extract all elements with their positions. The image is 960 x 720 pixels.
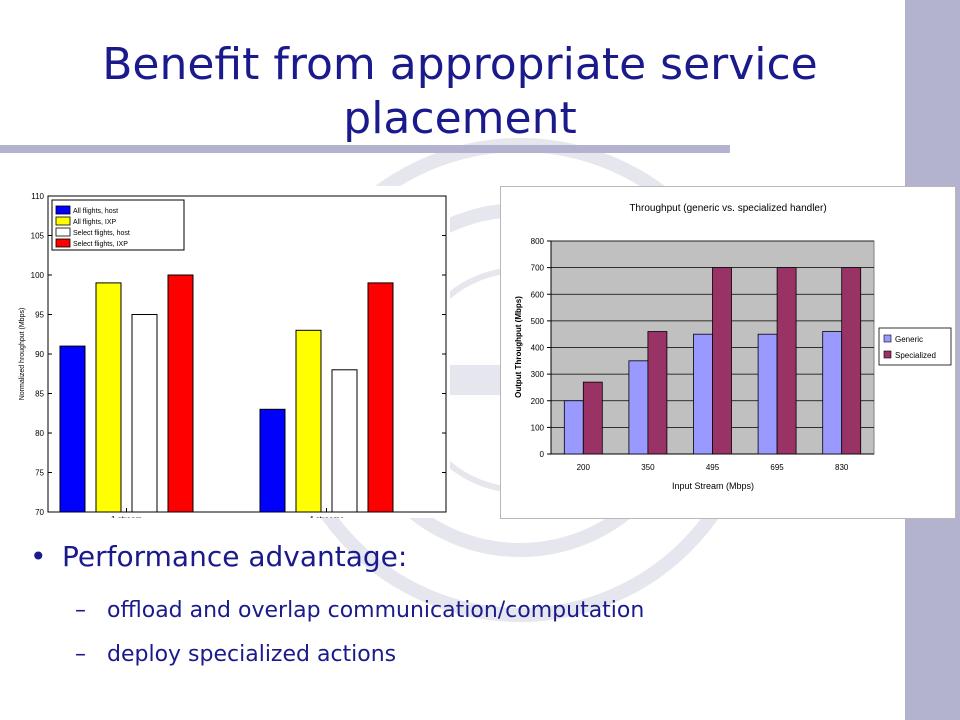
- y-tick-label: 0: [540, 450, 545, 459]
- x-tick-label: 1 stream: [111, 515, 142, 518]
- legend-swatch: [55, 227, 71, 237]
- title-underline: [0, 145, 730, 153]
- x-tick-label: 830: [835, 463, 849, 472]
- bar-2-5: [841, 267, 862, 455]
- bar-1-2: [259, 408, 286, 513]
- bar-2-2: [295, 329, 322, 513]
- sub-bullet-dash: –: [75, 642, 86, 667]
- bar-1-2: [628, 360, 649, 455]
- bullet-main-text: Performance advantage:: [62, 540, 408, 573]
- bar-4-2: [367, 282, 394, 513]
- y-tick-label: 80: [35, 429, 44, 438]
- legend-label: Specialized: [895, 351, 936, 360]
- legend-label: Select flights, IXP: [73, 241, 128, 248]
- legend-swatch: [55, 205, 71, 215]
- chart-title: Throughput (generic vs. specialized hand…: [629, 203, 826, 214]
- sub-bullet: – deploy specialized actions: [75, 642, 396, 667]
- bar-2-3: [712, 267, 732, 455]
- y-tick-label: 800: [531, 237, 545, 246]
- y-tick-label: 85: [35, 390, 44, 399]
- sub-bullet-text: deploy specialized actions: [107, 642, 397, 667]
- bar-1-5: [822, 331, 843, 455]
- y-axis-label: Output Throughput (Mbps): [514, 296, 523, 398]
- sub-bullet-dash: –: [75, 598, 86, 623]
- y-tick-label: 70: [35, 508, 44, 517]
- y-tick-label: 400: [531, 344, 545, 353]
- y-tick-label: 105: [31, 232, 45, 241]
- y-tick-label: 95: [35, 311, 44, 320]
- legend-label: Generic: [895, 335, 923, 344]
- legend-swatch: [55, 238, 71, 248]
- legend-label: All flights, IXP: [73, 219, 117, 226]
- y-tick-label: 600: [531, 290, 545, 299]
- slide-title: Benefit from appropriate service placeme…: [102, 39, 818, 144]
- bar-3-2: [331, 369, 358, 513]
- bar-2-2: [647, 331, 668, 455]
- bullet-main: • Performance advantage:: [30, 540, 407, 573]
- y-tick-label: 100: [531, 423, 545, 432]
- legend-label: Select flights, host: [73, 230, 130, 237]
- x-tick-label: 200: [577, 463, 591, 472]
- x-axis-label: Input Stream (Mbps): [672, 481, 754, 491]
- y-tick-label: 700: [531, 264, 545, 273]
- bar-2-1: [95, 282, 122, 513]
- bar-2-1: [582, 381, 603, 455]
- y-tick-label: 300: [531, 370, 545, 379]
- x-tick-label: 4 streams: [309, 515, 344, 518]
- bar-4-1: [167, 274, 194, 513]
- legend-label: All flights, host: [73, 208, 118, 215]
- bar-1-1: [59, 345, 86, 513]
- legend-swatch: [883, 334, 892, 343]
- y-tick-label: 90: [35, 350, 44, 359]
- y-tick-label: 200: [531, 397, 545, 406]
- bar-1-3: [693, 333, 713, 455]
- bullet-dot: •: [30, 540, 47, 573]
- y-tick-label: 100: [31, 271, 45, 280]
- y-tick-label: 500: [531, 317, 545, 326]
- y-tick-label: 75: [35, 469, 44, 478]
- legend-box: [878, 327, 952, 366]
- x-tick-label: 495: [706, 463, 720, 472]
- bar-3-1: [131, 314, 158, 513]
- bar-1-1: [563, 400, 584, 455]
- y-axis-label: Normalized hroughput (Mbps): [19, 308, 26, 401]
- chart-throughput-handler: Throughput (generic vs. specialized hand…: [500, 186, 956, 519]
- x-tick-label: 695: [770, 463, 784, 472]
- y-tick-label: 110: [31, 192, 44, 201]
- sub-bullet-text: offload and overlap communication/comput…: [107, 598, 645, 623]
- bar-1-4: [757, 333, 778, 455]
- legend-swatch: [55, 216, 71, 226]
- x-tick-label: 350: [641, 463, 655, 472]
- chart-normalized-throughput: 7075808590951001051101 stream4 streamsNu…: [8, 186, 450, 518]
- sub-bullet: – offload and overlap communication/compu…: [75, 598, 644, 623]
- bar-2-4: [776, 267, 797, 455]
- legend-box: [51, 199, 185, 251]
- legend-swatch: [883, 350, 892, 359]
